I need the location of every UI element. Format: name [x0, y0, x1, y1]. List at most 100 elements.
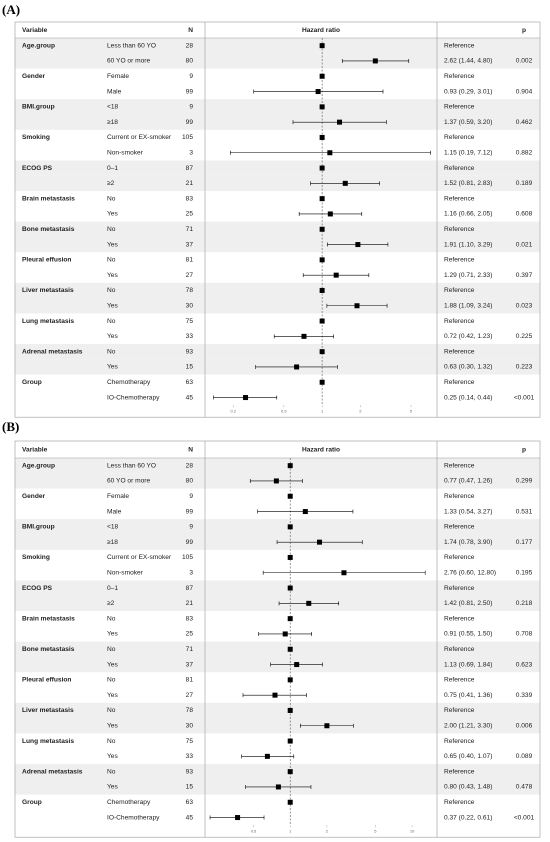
hr-marker — [287, 738, 293, 744]
n-value: 27 — [186, 692, 194, 699]
estimate: 2.62 (1.44, 4.80) — [444, 58, 492, 65]
level-name: Yes — [107, 272, 118, 279]
hr-marker — [287, 524, 293, 530]
row-stripe — [15, 641, 540, 657]
n-value: 28 — [186, 462, 194, 469]
estimate: 0.72 (0.42, 1.23) — [444, 333, 492, 340]
variable-name: Smoking — [22, 134, 50, 141]
estimate: 0.65 (0.40, 1.07) — [444, 753, 492, 760]
estimate: 1.33 (0.54, 3.27) — [444, 508, 492, 515]
x-tick-label: 2 — [326, 828, 329, 833]
level-name: No — [107, 677, 116, 684]
n-value: 93 — [186, 348, 194, 355]
n-value: 99 — [186, 88, 194, 95]
x-tick-label: 0.5 — [251, 828, 257, 833]
level-name: 60 YO or more — [107, 478, 150, 485]
p-value: 0.002 — [516, 58, 533, 65]
n-value: 9 — [189, 73, 193, 80]
column-header: p — [522, 27, 526, 34]
n-value: 15 — [186, 364, 194, 371]
row-stripe — [15, 595, 540, 611]
hr-marker — [319, 226, 325, 232]
row-stripe — [15, 298, 540, 314]
n-value: 105 — [182, 134, 193, 141]
p-value: 0.299 — [516, 478, 533, 485]
n-value: 21 — [186, 180, 194, 187]
hr-marker — [306, 600, 312, 606]
n-value: 75 — [186, 738, 194, 745]
variable-name: Adrenal metastasis — [22, 348, 83, 355]
estimate: Reference — [444, 134, 475, 141]
estimate: Reference — [444, 524, 475, 531]
n-value: 25 — [186, 211, 194, 218]
hr-marker — [319, 379, 325, 385]
n-value: 33 — [186, 333, 194, 340]
p-value: 0.089 — [516, 753, 533, 760]
variable-name: Gender — [22, 73, 46, 80]
level-name: ≥2 — [107, 600, 115, 607]
level-name: ≥18 — [107, 539, 118, 546]
row-stripe — [15, 702, 540, 719]
estimate: 1.88 (1.09, 3.24) — [444, 303, 492, 310]
p-value: 0.904 — [516, 88, 533, 95]
n-value: 83 — [186, 615, 194, 622]
level-name: Non-smoker — [107, 150, 144, 157]
column-header: Variable — [22, 27, 48, 34]
level-name: Yes — [107, 631, 118, 638]
n-value: 28 — [186, 42, 194, 49]
n-value: 81 — [186, 677, 194, 684]
n-value: 78 — [186, 707, 194, 714]
level-name: No — [107, 287, 116, 294]
n-value: 25 — [186, 631, 194, 638]
hr-marker — [235, 815, 241, 821]
p-value: 0.177 — [516, 539, 533, 546]
estimate: 0.37 (0.22, 0.61) — [444, 814, 492, 821]
row-stripe — [15, 175, 540, 191]
p-value: 0.021 — [516, 241, 533, 248]
hr-marker — [372, 58, 378, 64]
p-value: 0.397 — [516, 272, 533, 279]
table-border — [14, 21, 541, 418]
row-stripe — [15, 236, 540, 253]
level-name: Yes — [107, 364, 118, 371]
estimate: Reference — [444, 165, 475, 172]
n-value: 45 — [186, 394, 194, 401]
hr-marker — [324, 723, 330, 729]
panel-label: (B) — [2, 419, 19, 434]
estimate: 0.25 (0.14, 0.44) — [444, 394, 492, 401]
level-name: No — [107, 348, 116, 355]
estimate: 0.63 (0.30, 1.32) — [444, 364, 492, 371]
estimate: Reference — [444, 195, 475, 202]
row-stripe — [15, 764, 540, 780]
row-stripe — [15, 160, 540, 176]
hr-marker — [243, 395, 249, 401]
estimate: Reference — [444, 462, 475, 469]
estimate: Reference — [444, 738, 475, 745]
n-value: 78 — [186, 287, 194, 294]
level-name: Yes — [107, 692, 118, 699]
hr-marker — [287, 769, 293, 775]
level-name: Yes — [107, 661, 118, 668]
column-header: N — [188, 27, 193, 34]
p-value: 0.006 — [516, 723, 533, 730]
n-value: 71 — [186, 226, 194, 233]
level-name: Chemotherapy — [107, 379, 151, 386]
hr-marker — [287, 493, 293, 499]
level-name: IO-Chemotherapy — [107, 394, 160, 401]
level-name: Non-smoker — [107, 570, 144, 577]
level-name: ≥2 — [107, 180, 115, 187]
row-stripe — [15, 53, 540, 69]
p-value: 0.462 — [516, 119, 533, 126]
hr-marker — [287, 616, 293, 622]
variable-name: Adrenal metastasis — [22, 768, 83, 775]
estimate: Reference — [444, 379, 475, 386]
level-name: Yes — [107, 753, 118, 760]
estimate: Reference — [444, 677, 475, 684]
n-value: 83 — [186, 195, 194, 202]
n-value: 87 — [186, 585, 194, 592]
level-name: Female — [107, 493, 129, 500]
panel-label: (A) — [2, 2, 20, 17]
p-value: 0.195 — [516, 570, 533, 577]
variable-name: Pleural effusion — [22, 677, 71, 684]
hr-marker — [301, 333, 307, 339]
